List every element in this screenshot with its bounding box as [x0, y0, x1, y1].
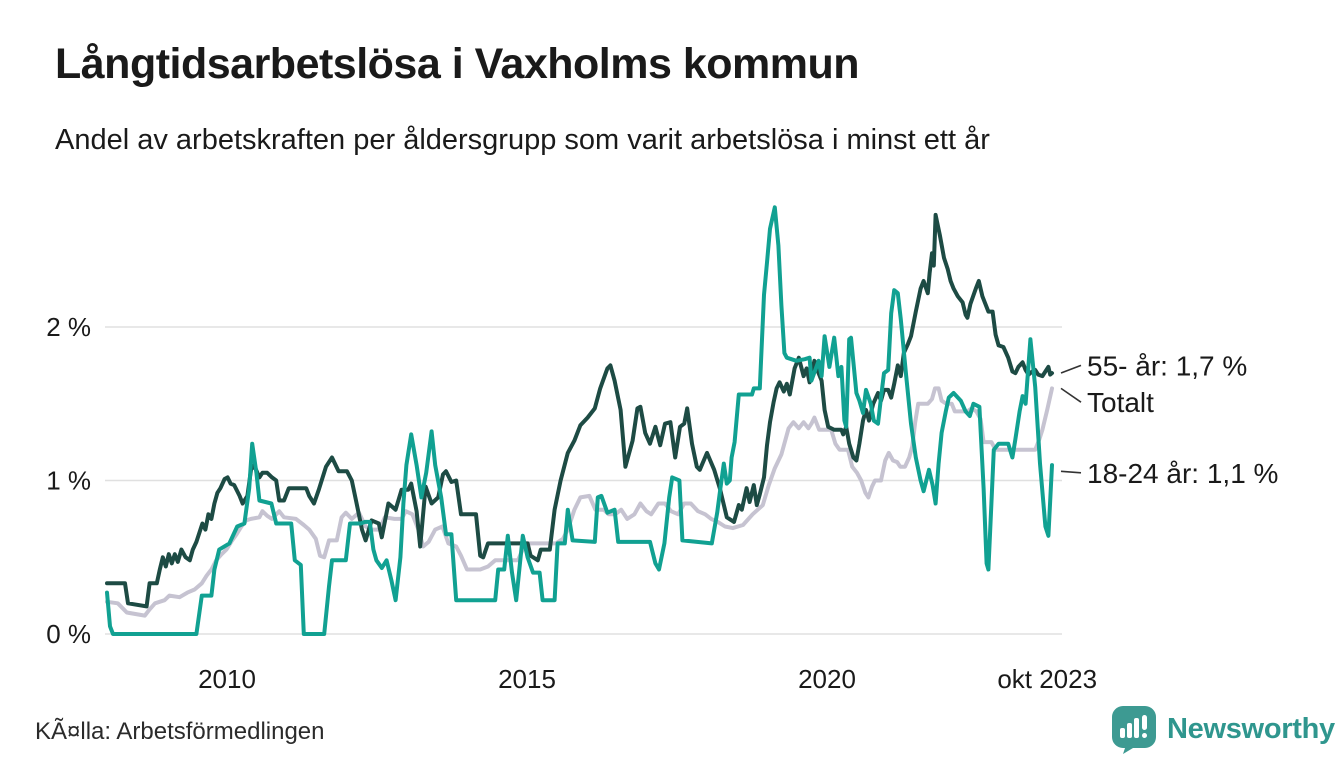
x-axis-label: 2010 — [198, 664, 256, 694]
line-18-24 — [105, 205, 1054, 636]
page-title: Långtidsarbetslösa i Vaxholms kommun — [55, 40, 860, 88]
x-axis-label: okt 2023 — [997, 664, 1097, 694]
newsworthy-logo: Newsworthy — [1110, 704, 1335, 754]
y-axis-label: 1 % — [46, 466, 91, 496]
label-total: Totalt — [1087, 387, 1154, 418]
label-55: 55- år: 1,7 % — [1087, 350, 1247, 381]
y-axis-label: 0 % — [46, 619, 91, 649]
line-totalt — [105, 386, 1054, 618]
label-total-tick — [1060, 387, 1082, 403]
source-label: KÃ¤lla: Arbetsförmedlingen — [35, 718, 325, 745]
label-55-tick — [1060, 364, 1082, 374]
x-axis-label: 2020 — [798, 664, 856, 694]
line-55 — [105, 212, 1054, 609]
y-axis-label: 2 % — [46, 312, 91, 342]
label-18-24-tick — [1060, 470, 1082, 474]
chart-subtitle: Andel av arbetskraften per åldersgrupp s… — [55, 124, 990, 156]
newsworthy-bubble-chart-icon — [1112, 706, 1156, 754]
label-18-24: 18-24 år: 1,1 % — [1087, 458, 1278, 489]
newsworthy-wordmark: Newsworthy — [1167, 712, 1335, 745]
x-axis-label: 2015 — [498, 664, 556, 694]
